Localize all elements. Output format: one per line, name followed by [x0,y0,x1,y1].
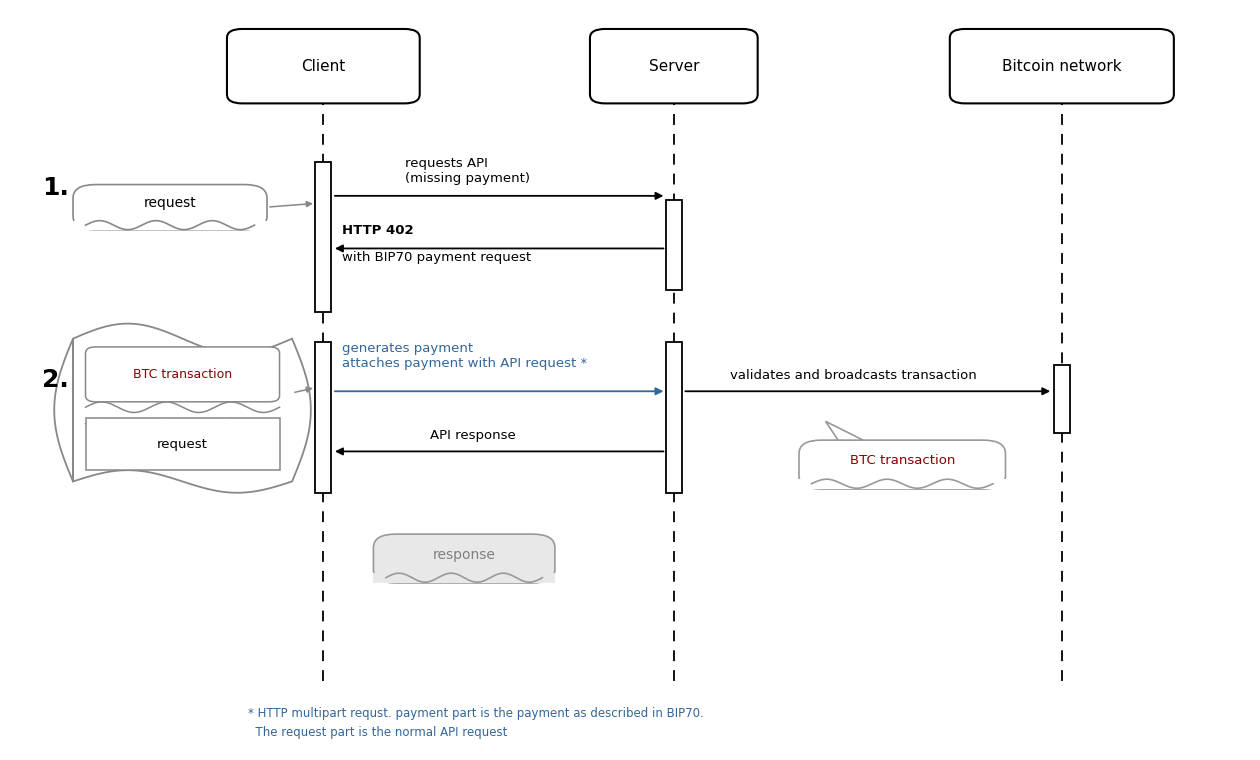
Polygon shape [373,573,554,583]
Text: request: request [158,438,208,451]
FancyBboxPatch shape [227,29,420,103]
Polygon shape [54,324,311,492]
Polygon shape [799,480,1005,489]
FancyBboxPatch shape [73,185,267,230]
FancyBboxPatch shape [799,440,1005,489]
FancyBboxPatch shape [590,29,757,103]
FancyBboxPatch shape [315,162,331,312]
FancyBboxPatch shape [1053,365,1070,432]
Text: Client: Client [301,59,345,74]
Text: validates and broadcasts transaction: validates and broadcasts transaction [730,369,976,382]
Text: request: request [144,196,197,211]
Text: 2.: 2. [42,368,68,392]
FancyBboxPatch shape [950,29,1174,103]
Text: * HTTP multipart requst. payment part is the payment as described in BIP70.: * HTTP multipart requst. payment part is… [248,707,704,720]
Polygon shape [825,421,863,440]
Text: Bitcoin network: Bitcoin network [1002,59,1121,74]
Text: API response: API response [430,429,515,442]
Text: generates payment
attaches payment with API request *: generates payment attaches payment with … [343,342,587,370]
Text: requests API
(missing payment): requests API (missing payment) [404,157,529,185]
FancyBboxPatch shape [665,200,682,290]
Polygon shape [73,220,267,230]
FancyBboxPatch shape [86,347,280,402]
FancyBboxPatch shape [373,534,554,583]
Text: response: response [432,548,495,562]
Text: The request part is the normal API request: The request part is the normal API reque… [248,726,508,739]
Text: Server: Server [649,59,699,74]
Text: BTC transaction: BTC transaction [849,454,955,467]
FancyBboxPatch shape [665,343,682,492]
Text: BTC transaction: BTC transaction [134,368,232,381]
Text: 1.: 1. [42,176,68,201]
FancyBboxPatch shape [315,343,331,492]
Text: HTTP 402: HTTP 402 [343,224,413,237]
Text: with BIP70 payment request: with BIP70 payment request [343,252,532,264]
FancyBboxPatch shape [86,418,280,470]
